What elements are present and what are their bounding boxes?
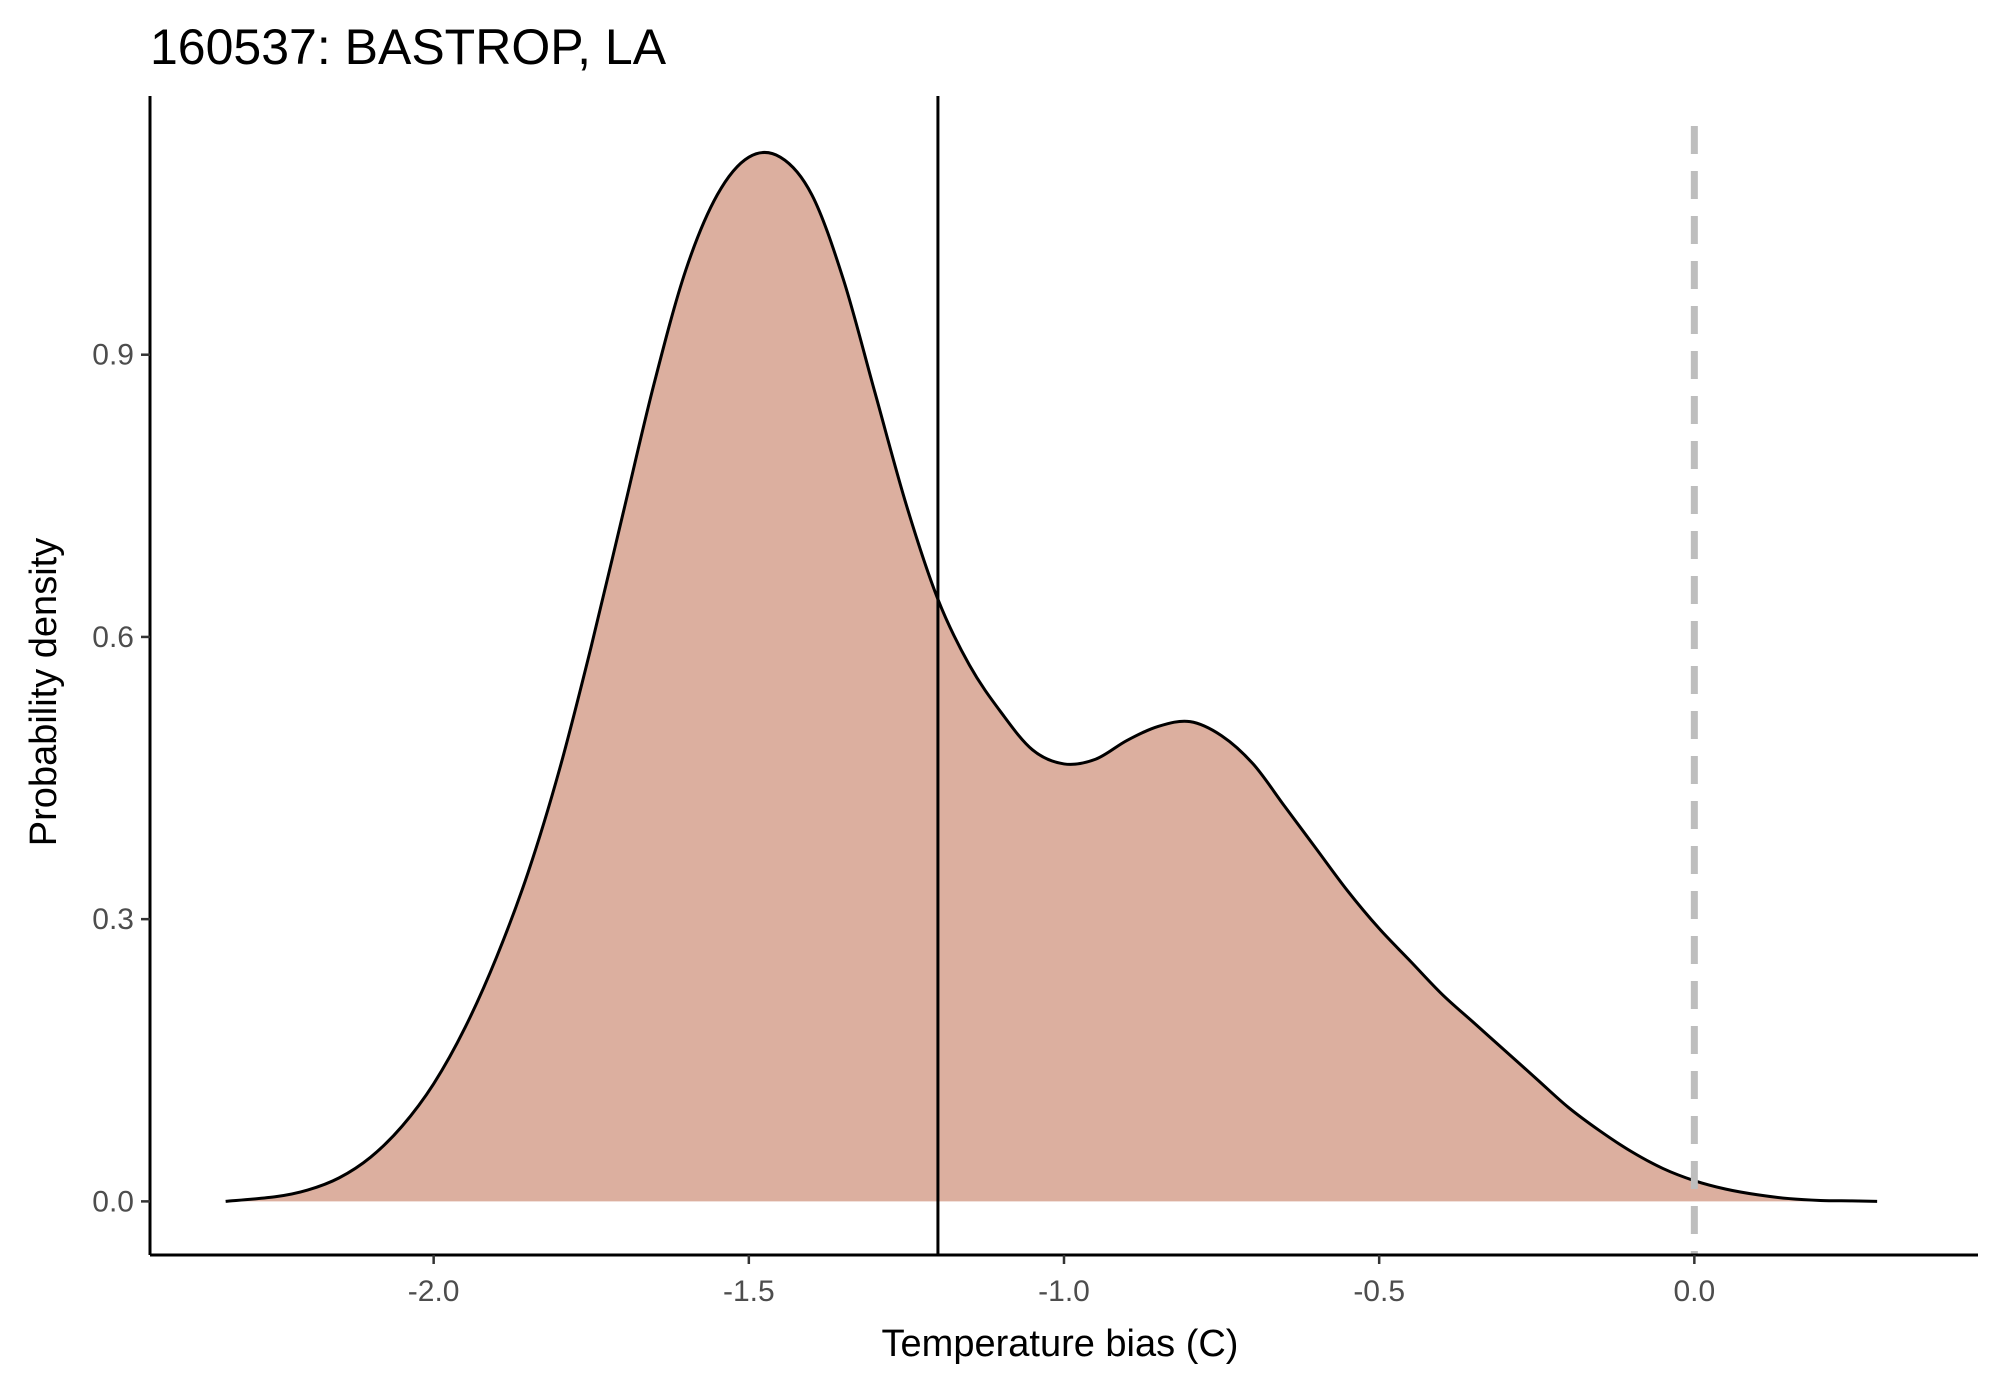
density-area	[225, 152, 1878, 1202]
y-tick-label: 0.9	[92, 339, 134, 372]
chart-title: 160537: BASTROP, LA	[150, 19, 667, 75]
x-axis-title: Temperature bias (C)	[882, 1323, 1239, 1365]
density-line	[225, 150, 1878, 1203]
y-tick-label: 0.6	[92, 621, 134, 654]
y-tick-label: 0.3	[92, 903, 134, 936]
x-tick-label: -1.0	[1038, 1275, 1090, 1308]
axes: -2.0 -1.5 -1.0 -0.5 0.0 0.0 0.3 0.6 0.9	[92, 96, 1978, 1308]
plot-area	[225, 96, 1878, 1255]
y-axis-title: Probability density	[23, 538, 65, 846]
x-tick-label: 0.0	[1673, 1275, 1715, 1308]
y-tick-label: 0.0	[92, 1185, 134, 1218]
x-tick-label: -1.5	[723, 1275, 775, 1308]
x-axis-ticks: -2.0 -1.5 -1.0 -0.5 0.0	[408, 1255, 1715, 1308]
x-tick-label: -0.5	[1353, 1275, 1405, 1308]
y-axis-ticks: 0.0 0.3 0.6 0.9	[92, 339, 150, 1218]
x-tick-label: -2.0	[408, 1275, 460, 1308]
